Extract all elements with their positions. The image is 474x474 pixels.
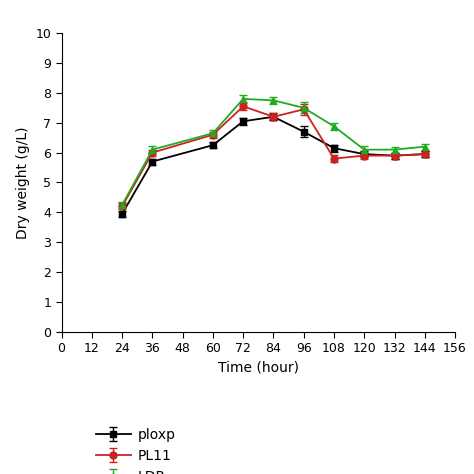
Y-axis label: Dry weight (g/L): Dry weight (g/L): [16, 126, 30, 239]
X-axis label: Time (hour): Time (hour): [218, 361, 299, 375]
Legend: ploxp, PL11, LDR: ploxp, PL11, LDR: [96, 428, 176, 474]
